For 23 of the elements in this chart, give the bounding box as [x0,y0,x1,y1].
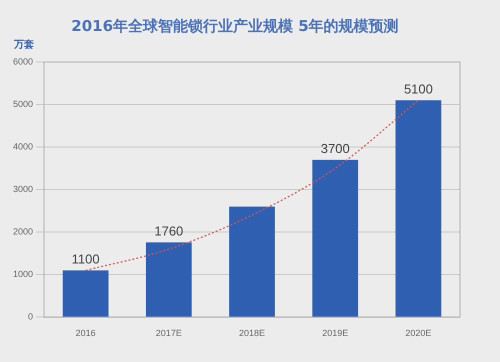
x-tick-label: 2019E [322,328,348,338]
data-label: 1100 [72,251,100,266]
data-label: 3700 [320,140,350,156]
y-tick-label: 1000 [12,269,34,280]
bar [146,242,192,317]
y-tick-label: 5000 [12,99,34,110]
x-tick-label: 2020E [405,328,432,338]
bar [229,206,275,317]
y-tick-label: 0 [28,312,34,322]
y-tick-label: 3000 [12,184,34,194]
y-tick-label: 6000 [12,56,34,66]
x-tick-label: 2016 [76,328,96,338]
data-label: 1760 [154,223,184,238]
y-axis-title: 万套 [13,38,34,51]
data-label: 5100 [404,81,433,96]
y-tick-label: 4000 [12,142,34,152]
bar [396,100,442,317]
x-tick-label: 2017E [156,328,182,338]
chart-title: 2016年全球智能锁行业产业规模 5年的规模预测 [71,16,399,35]
x-tick-label: 2018E [238,328,266,338]
bar [312,160,358,317]
bar [62,270,108,317]
y-tick-label: 2000 [12,226,34,237]
